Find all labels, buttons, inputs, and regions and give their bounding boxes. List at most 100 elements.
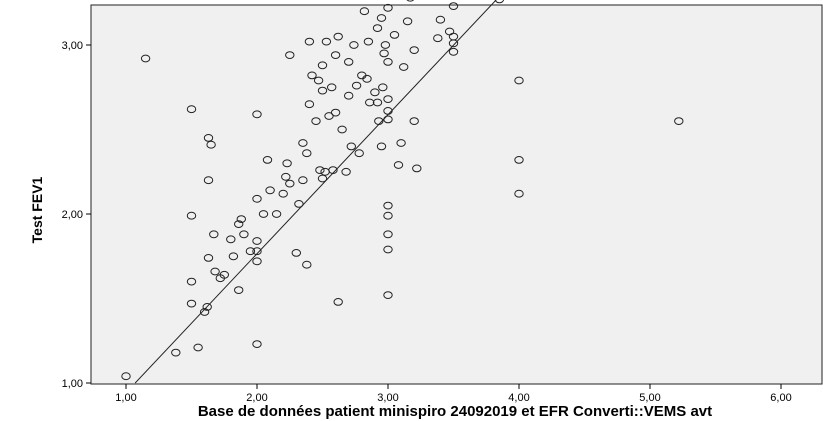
data-point — [307, 71, 317, 80]
x-tick-label: 4,00 — [508, 392, 529, 404]
data-point — [344, 91, 354, 100]
plot-area — [90, 4, 823, 385]
data-point — [344, 58, 354, 66]
data-point — [193, 343, 203, 352]
data-point — [285, 179, 295, 188]
data-point — [363, 37, 374, 46]
data-point — [245, 247, 256, 256]
data-point — [346, 142, 356, 151]
x-tick-label: 3,00 — [377, 392, 398, 404]
x-tick-label: 5,00 — [639, 392, 660, 404]
data-point — [376, 14, 387, 22]
data-point — [383, 245, 393, 254]
data-point — [389, 31, 400, 39]
data-point — [252, 340, 262, 349]
data-point — [383, 3, 393, 12]
data-point — [351, 81, 362, 90]
data-point — [226, 235, 236, 244]
data-point — [278, 189, 288, 198]
data-point — [372, 24, 383, 33]
data-point — [304, 100, 315, 109]
data-point — [383, 211, 393, 220]
data-point — [383, 58, 393, 66]
y-axis: 1,002,003,004,005,00 — [62, 40, 91, 390]
data-point — [206, 140, 216, 149]
data-point — [252, 247, 262, 256]
data-point — [514, 189, 524, 198]
data-point — [380, 41, 391, 49]
data-point — [448, 47, 459, 56]
data-point — [252, 237, 262, 245]
data-point — [285, 51, 295, 59]
data-point — [203, 134, 214, 142]
data-point — [228, 252, 239, 261]
data-point — [317, 86, 328, 95]
data-point — [376, 142, 387, 151]
data-points — [121, 0, 684, 381]
data-point — [234, 286, 244, 295]
data-point — [435, 15, 446, 24]
data-point — [379, 49, 389, 58]
data-point — [282, 159, 292, 168]
data-point — [402, 17, 413, 26]
data-point — [311, 117, 321, 125]
data-point — [359, 7, 370, 16]
data-point — [209, 230, 219, 239]
data-point — [448, 32, 459, 41]
data-point — [321, 37, 332, 46]
data-point — [298, 139, 308, 147]
data-point — [121, 372, 131, 381]
data-point — [219, 270, 230, 279]
y-tick-label: 3,00 — [62, 40, 83, 52]
data-point — [258, 210, 269, 218]
y-axis-title: Test FEV1 — [29, 176, 45, 243]
data-point — [399, 63, 409, 71]
data-point — [171, 348, 181, 357]
x-axis: 1,00 2,00 3,00 4,00 5,00 6,00 — [115, 384, 792, 404]
data-point — [271, 210, 282, 218]
data-point — [202, 303, 212, 311]
data-point — [383, 201, 393, 210]
y-tick-label: 1,00 — [62, 378, 83, 390]
fit-line — [134, 0, 497, 384]
data-point — [409, 46, 419, 54]
plot-background — [90, 4, 823, 385]
data-point — [252, 257, 262, 266]
data-point — [341, 167, 351, 176]
data-point — [186, 105, 197, 114]
x-axis-title: Base de données patient minispiro 240920… — [198, 403, 712, 420]
data-point — [317, 61, 328, 70]
data-point — [281, 172, 291, 181]
data-point — [140, 54, 151, 63]
data-point — [372, 98, 383, 107]
x-tick-label: 6,00 — [770, 392, 791, 404]
data-point — [298, 176, 308, 185]
data-point — [186, 211, 197, 220]
data-point — [291, 249, 301, 257]
x-tick-label: 1,00 — [115, 392, 136, 404]
data-point — [203, 254, 214, 262]
data-point — [330, 51, 341, 59]
data-point — [354, 149, 364, 158]
data-point — [349, 41, 359, 49]
data-point — [337, 125, 347, 134]
data-point — [324, 112, 334, 120]
data-point — [514, 76, 524, 85]
data-point — [514, 156, 524, 164]
data-point — [239, 230, 249, 239]
data-point — [383, 291, 393, 300]
data-point — [186, 299, 197, 308]
fit-line-group — [134, 0, 497, 384]
data-point — [330, 108, 341, 117]
data-point — [186, 277, 197, 286]
data-point — [393, 161, 404, 169]
data-point — [362, 74, 372, 83]
data-point — [396, 139, 406, 147]
data-point — [265, 186, 275, 195]
data-point — [433, 34, 443, 43]
data-point — [203, 176, 214, 185]
data-point — [313, 76, 324, 85]
data-point — [317, 174, 328, 183]
data-point — [252, 194, 262, 203]
